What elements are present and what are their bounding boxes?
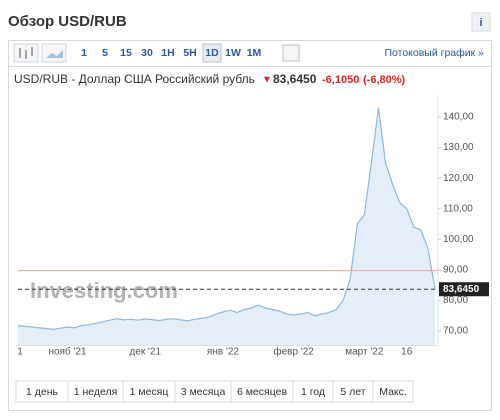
- interval-button[interactable]: 1W: [225, 47, 241, 59]
- period-button[interactable]: Макс.: [379, 386, 407, 398]
- period-button[interactable]: 1 неделя: [74, 386, 118, 398]
- period-button[interactable]: 6 месяцев: [237, 386, 287, 398]
- plot: Investing.com 70,00 80,00 90,00 100,00 110,00…: [17, 95, 489, 358]
- interval-selected-bg[interactable]: [202, 43, 222, 63]
- interval-button[interactable]: 30: [141, 47, 153, 59]
- y-tick-label: 140,00: [443, 112, 474, 123]
- y-tick-label: 100,00: [443, 234, 474, 245]
- period-buttons: 1 день 1 неделя 1 месяц 3 месяца 6 месяцев 1 …: [15, 380, 414, 403]
- stream-link[interactable]: Потоковый график »: [384, 47, 484, 59]
- x-tick-label: 1: [17, 347, 23, 358]
- area-glyph: [46, 50, 63, 58]
- info-button[interactable]: [471, 12, 491, 32]
- y-tick-label: 70,00: [443, 326, 468, 337]
- y-tick-label: 90,00: [443, 264, 468, 275]
- period-button-bg[interactable]: [372, 380, 414, 403]
- interval-button[interactable]: 1: [81, 47, 87, 59]
- y-tick-label: 110,00: [443, 203, 473, 214]
- interval-button[interactable]: 5: [102, 47, 108, 59]
- area-fill: [18, 107, 435, 345]
- quote-arrow: ▼: [262, 75, 272, 86]
- period-button[interactable]: 5 лет: [340, 386, 365, 398]
- interval-button[interactable]: 1M: [247, 47, 262, 59]
- last-price-label: 83,6450: [443, 284, 480, 295]
- y-tick-label: 80,00: [443, 295, 468, 306]
- period-button[interactable]: 1 год: [301, 386, 325, 398]
- x-tick-label: дек '21: [129, 347, 161, 358]
- interval-buttons: 1 5 15 30 1H 5H 1D 1W 1M: [81, 43, 262, 63]
- x-tick-label: 16: [401, 347, 413, 358]
- x-tick-label: март '22: [345, 347, 384, 358]
- interval-button[interactable]: 1H: [161, 47, 174, 59]
- x-tick-label: янв '22: [207, 347, 239, 358]
- chart-type-icons[interactable]: [13, 43, 67, 63]
- y-tick-label: 130,00: [443, 142, 474, 153]
- last-price-box: [439, 282, 489, 297]
- period-button[interactable]: 3 месяца: [181, 386, 226, 398]
- period-button[interactable]: 1 день: [26, 386, 59, 398]
- interval-button[interactable]: 5H: [183, 47, 196, 59]
- candle-glyph: [19, 47, 33, 59]
- quote-change-pct: (-6,80%): [363, 74, 406, 86]
- price-line: [17, 107, 436, 331]
- period-button[interactable]: 1 месяц: [130, 386, 169, 398]
- watermark: Investing.com: [30, 278, 178, 303]
- table-icon[interactable]: [282, 44, 300, 62]
- quote-name: USD/RUB - Доллар США Российский рубль: [14, 72, 255, 86]
- quote-change: -6,1050: [322, 74, 359, 86]
- y-tick-label: 120,00: [443, 173, 474, 184]
- interval-button[interactable]: 15: [120, 47, 132, 59]
- interval-button[interactable]: 1D: [205, 47, 219, 59]
- x-tick-label: нояб '21: [48, 346, 86, 358]
- info-icon[interactable]: i: [479, 17, 482, 29]
- x-tick-label: февр '22: [273, 346, 314, 358]
- quote-price: 83,6450: [273, 72, 317, 86]
- widget-title: Обзор USD/RUB: [8, 13, 127, 30]
